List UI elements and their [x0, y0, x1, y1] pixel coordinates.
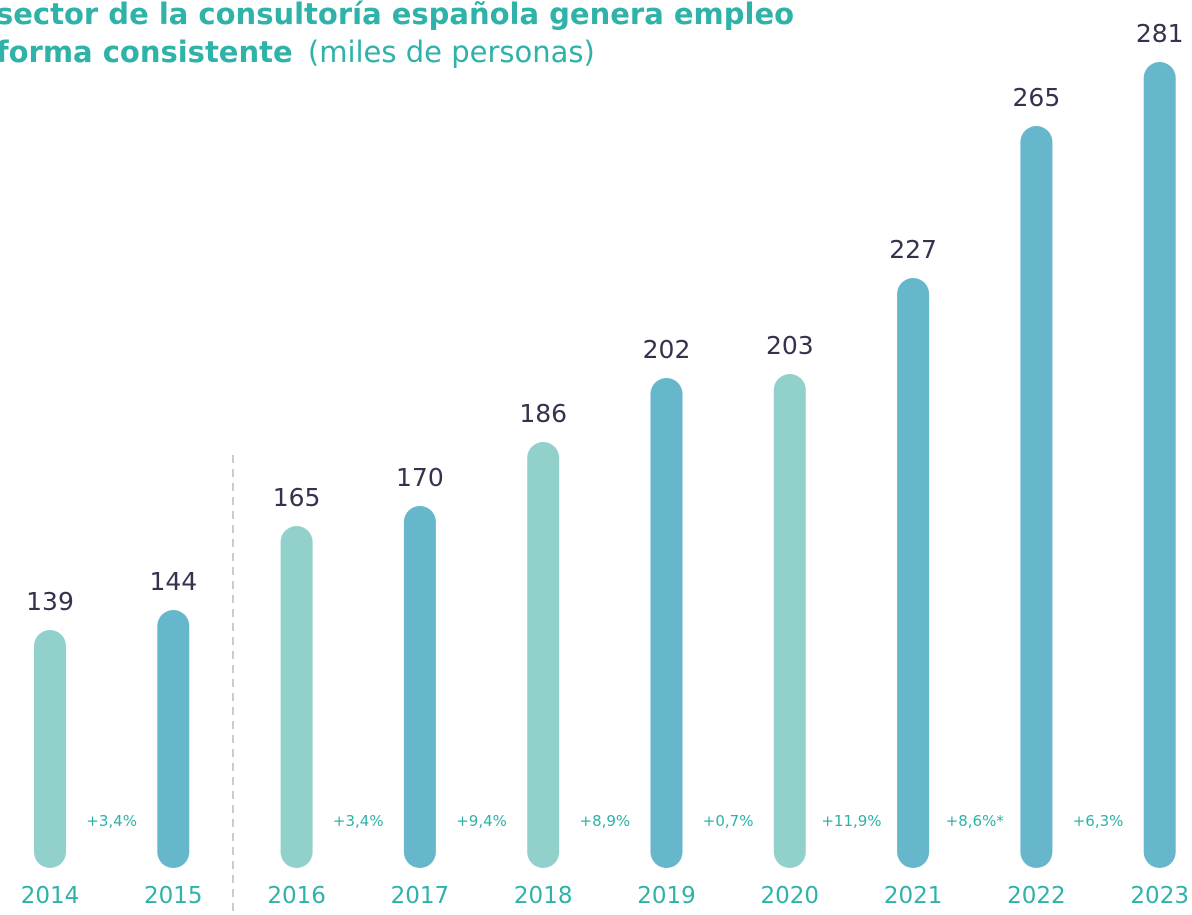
value-label: 165: [273, 483, 321, 512]
growth-label: +3,4%: [86, 812, 137, 830]
growth-label: +11,9%: [821, 812, 881, 830]
value-label: 144: [149, 567, 197, 596]
growth-label: +3,4%: [333, 812, 384, 830]
x-tick-label: 2021: [884, 883, 943, 909]
value-label: 227: [889, 235, 937, 264]
bar: [280, 526, 313, 868]
value-label: 265: [1013, 83, 1061, 112]
x-tick-label: 2014: [21, 883, 80, 909]
chart-title-line: forma consistente (miles de personas): [0, 35, 595, 69]
x-tick-label: 2018: [514, 883, 573, 909]
value-label: 203: [766, 331, 814, 360]
growth-label: +6,3%: [1073, 812, 1124, 830]
value-label: 281: [1136, 19, 1184, 48]
bar: [403, 506, 436, 868]
growth-label: +8,9%: [580, 812, 631, 830]
bar: [897, 278, 930, 868]
x-tick-label: 2020: [761, 883, 820, 909]
growth-label: +0,7%: [703, 812, 754, 830]
x-tick-label: 2016: [267, 883, 326, 909]
value-label: 202: [643, 335, 691, 364]
x-tick-label: 2019: [637, 883, 696, 909]
bar: [1020, 126, 1053, 868]
bar: [527, 442, 560, 868]
x-tick-label: 2017: [391, 883, 450, 909]
bar: [34, 630, 66, 868]
value-label: 186: [519, 399, 567, 428]
title-line2: forma consistente: [0, 35, 293, 69]
chart-subtitle: (miles de personas): [308, 35, 595, 69]
chart-title: sector de la consultoría española genera…: [0, 0, 794, 31]
x-tick-label: 2022: [1007, 883, 1066, 909]
bar: [650, 378, 683, 868]
growth-label: +8,6%*: [946, 812, 1005, 830]
bar: [1143, 62, 1176, 868]
bar: [773, 374, 806, 868]
growth-label: +9,4%: [456, 812, 507, 830]
bar: [157, 610, 190, 868]
value-label: 170: [396, 463, 444, 492]
x-tick-label: 2023: [1130, 883, 1189, 909]
x-tick-label: 2015: [144, 883, 203, 909]
value-label: 139: [26, 587, 74, 616]
